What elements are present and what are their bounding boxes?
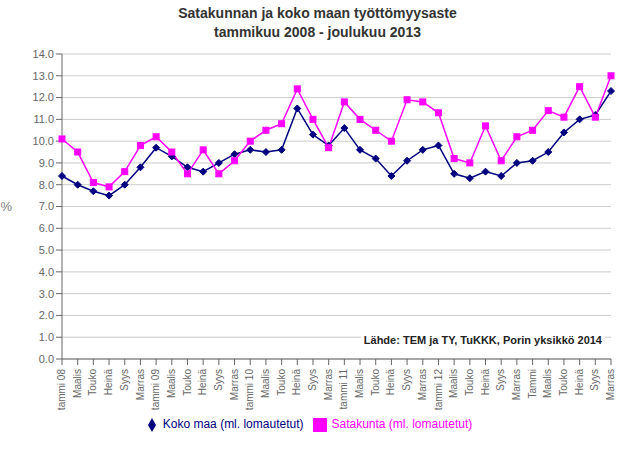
svg-text:10.0: 10.0 bbox=[33, 135, 54, 147]
svg-text:0.0: 0.0 bbox=[39, 353, 54, 365]
svg-text:Touko: Touko bbox=[370, 369, 381, 396]
svg-text:Marras: Marras bbox=[417, 369, 428, 400]
svg-text:Heinä: Heinä bbox=[103, 369, 114, 396]
svg-text:6.0: 6.0 bbox=[39, 222, 54, 234]
svg-text:Touko: Touko bbox=[182, 369, 193, 396]
svg-text:Marras: Marras bbox=[605, 369, 616, 400]
svg-text:%: % bbox=[8, 199, 12, 214]
svg-text:Maalis: Maalis bbox=[260, 369, 271, 398]
svg-text:Syys: Syys bbox=[495, 369, 506, 391]
svg-text:Syys: Syys bbox=[213, 369, 224, 391]
html-text:Lähde: TEM ja TY, TuKKK, Porin: Lähde: TEM ja TY, TuKKK, Porin yksikkö 2… bbox=[363, 334, 602, 346]
svg-text:7.0: 7.0 bbox=[39, 200, 54, 212]
html-text:Satakunta (ml. lomautetut): Satakunta (ml. lomautetut) bbox=[331, 417, 473, 431]
svg-text:Heinä: Heinä bbox=[480, 369, 491, 396]
html-text:Satakunnan ja koko maan työttö: Satakunnan ja koko maan työttömyysaste bbox=[178, 5, 457, 21]
svg-text:Touko: Touko bbox=[87, 369, 98, 396]
svg-text:2.0: 2.0 bbox=[39, 309, 54, 321]
svg-text:Maalis: Maalis bbox=[166, 369, 177, 398]
svg-text:Syys: Syys bbox=[307, 369, 318, 391]
svg-text:Maalis: Maalis bbox=[448, 369, 459, 398]
svg-text:Heinä: Heinä bbox=[574, 369, 585, 396]
svg-text:5.0: 5.0 bbox=[39, 244, 54, 256]
svg-text:Touko: Touko bbox=[558, 369, 569, 396]
svg-text:Marras: Marras bbox=[323, 369, 334, 400]
svg-text:Syys: Syys bbox=[589, 369, 600, 391]
svg-text:Heinä: Heinä bbox=[197, 369, 208, 396]
svg-text:8.0: 8.0 bbox=[39, 179, 54, 191]
svg-text:tammi 10: tammi 10 bbox=[244, 369, 255, 411]
svg-text:Heinä: Heinä bbox=[386, 369, 397, 396]
svg-text:tammi 12: tammi 12 bbox=[433, 369, 444, 411]
html-text:Koko maa (ml. lomautetut): Koko maa (ml. lomautetut) bbox=[162, 417, 304, 431]
svg-text:Marras: Marras bbox=[135, 369, 146, 400]
html-text:tammikuu 2008 - joulukuu 2013: tammikuu 2008 - joulukuu 2013 bbox=[214, 24, 421, 40]
svg-text:14.0: 14.0 bbox=[33, 48, 54, 60]
svg-text:Maalis: Maalis bbox=[542, 369, 553, 398]
svg-text:Tammi: Tammi bbox=[527, 369, 538, 398]
svg-text:3.0: 3.0 bbox=[39, 288, 54, 300]
svg-text:Maalis: Maalis bbox=[72, 369, 83, 398]
svg-text:Heinä: Heinä bbox=[291, 369, 302, 396]
svg-text:11.0: 11.0 bbox=[33, 113, 54, 125]
svg-text:12.0: 12.0 bbox=[33, 91, 54, 103]
svg-text:4.0: 4.0 bbox=[39, 266, 54, 278]
svg-text:Touko: Touko bbox=[276, 369, 287, 396]
svg-text:Syys: Syys bbox=[119, 369, 130, 391]
svg-text:tammi 09: tammi 09 bbox=[150, 369, 161, 411]
svg-text:Marras: Marras bbox=[511, 369, 522, 400]
svg-text:tammi 11: tammi 11 bbox=[338, 369, 349, 410]
svg-text:tammi 08: tammi 08 bbox=[56, 369, 67, 411]
svg-text:13.0: 13.0 bbox=[33, 70, 54, 82]
svg-text:Touko: Touko bbox=[464, 369, 475, 396]
svg-text:9.0: 9.0 bbox=[39, 157, 54, 169]
svg-text:Marras: Marras bbox=[229, 369, 240, 400]
svg-text:1.0: 1.0 bbox=[39, 331, 54, 343]
svg-text:Maalis: Maalis bbox=[354, 369, 365, 398]
svg-text:Syys: Syys bbox=[401, 369, 412, 391]
